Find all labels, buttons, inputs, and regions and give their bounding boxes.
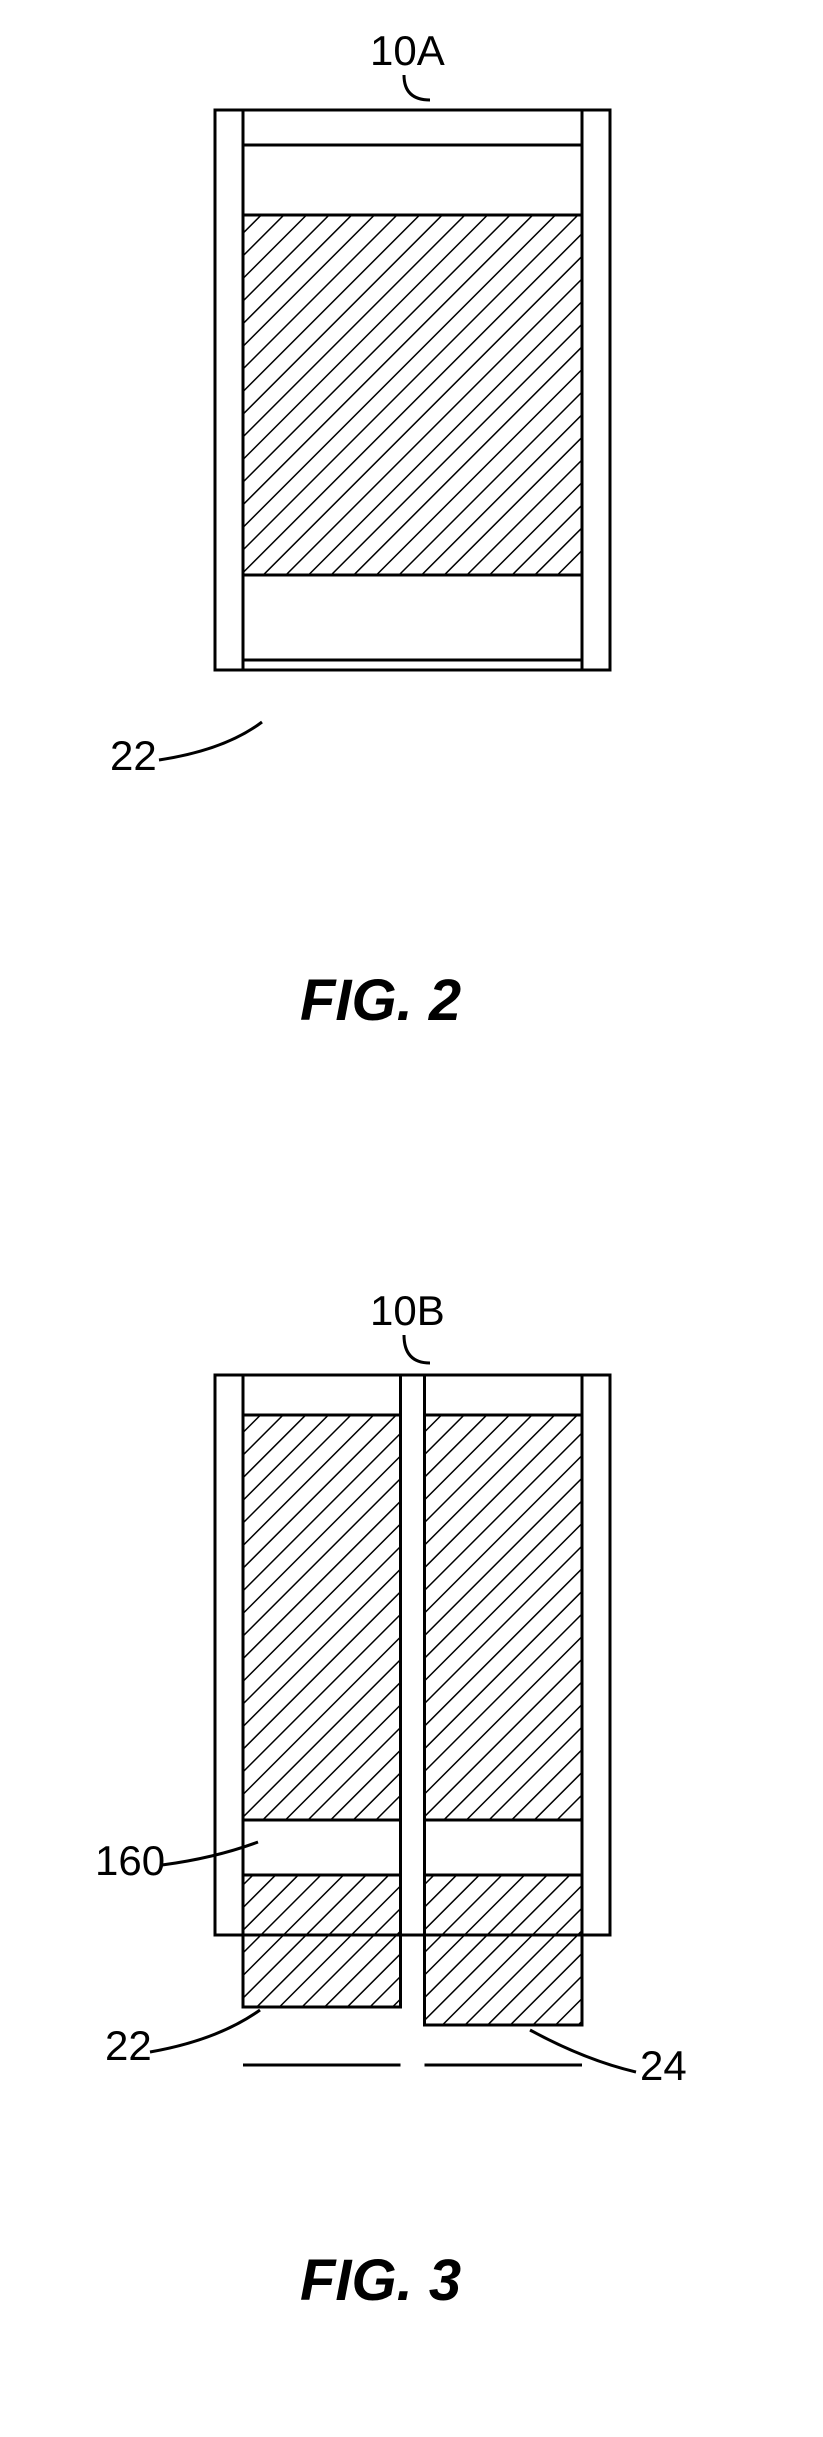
svg-text:22: 22 — [110, 732, 157, 779]
svg-text:22: 22 — [105, 2022, 152, 2069]
svg-text:FIG. 3: FIG. 3 — [300, 2248, 461, 2313]
diagram-svg: 10A 22 FIG. 2 10B 160 22 24 FIG. 3 — [0, 0, 823, 2437]
svg-text:FIG. 2: FIG. 2 — [300, 968, 461, 1033]
svg-text:160: 160 — [95, 1837, 165, 1884]
svg-text:10A: 10A — [370, 27, 445, 74]
svg-text:24: 24 — [640, 2042, 687, 2089]
svg-text:10B: 10B — [370, 1287, 445, 1334]
